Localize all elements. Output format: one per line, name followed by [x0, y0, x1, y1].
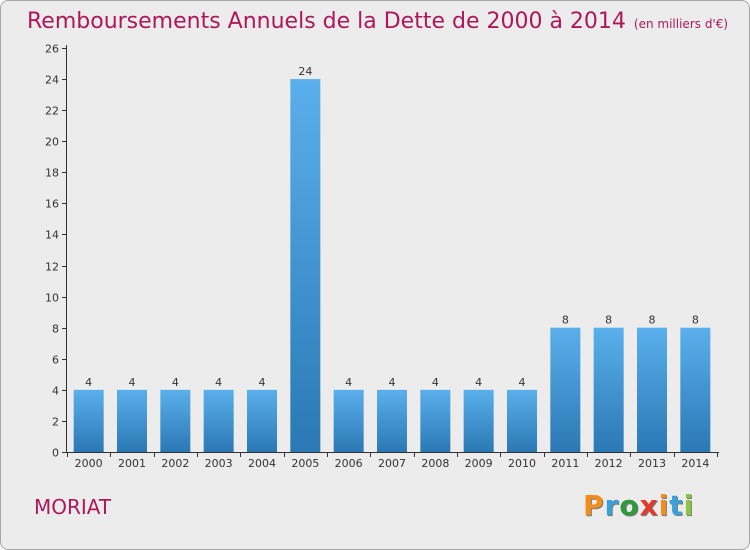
logo-letter: i: [683, 489, 695, 522]
logo-letter: o: [619, 489, 640, 522]
data-label: 8: [649, 314, 656, 327]
data-label: 4: [345, 376, 352, 389]
data-label: 4: [129, 376, 136, 389]
y-tick-label: 14: [45, 229, 59, 242]
x-tick-label: 2008: [421, 457, 449, 470]
data-label: 4: [389, 376, 396, 389]
y-tick-label: 10: [45, 292, 59, 305]
chart-title: Remboursements Annuels de la Dette de 20…: [27, 9, 728, 34]
bar-2008: [420, 389, 451, 452]
bar-2009: [463, 389, 494, 452]
data-label: 8: [605, 314, 612, 327]
x-tick-label: 2000: [75, 457, 103, 470]
logo-letter: t: [669, 489, 684, 522]
data-label: 4: [519, 376, 526, 389]
chart-labels: 2000 4 2001 4 2002 4 2003 4 2004 4 2005 24 2006 4 2007…: [75, 65, 710, 470]
y-tick-label: 0: [52, 447, 59, 460]
y-tick-label: 12: [45, 261, 59, 274]
data-label: 4: [259, 376, 266, 389]
bar-2002: [160, 389, 191, 452]
x-tick-label: 2009: [465, 457, 493, 470]
data-label: 8: [562, 314, 569, 327]
x-tick-label: 2004: [248, 457, 276, 470]
data-label: 4: [172, 376, 179, 389]
bar-2004: [247, 389, 277, 452]
x-tick-label: 2010: [508, 457, 536, 470]
y-tick-label: 20: [45, 136, 59, 149]
data-label: 24: [298, 65, 312, 78]
logo-letter: r: [604, 489, 620, 522]
chart-title-text: Remboursements Annuels de la Dette de 20…: [27, 9, 626, 34]
commune-name: MORIAT: [34, 495, 112, 519]
x-tick-label: 2011: [551, 457, 579, 470]
bar-2014: [680, 327, 711, 452]
x-tick-label: 2012: [595, 457, 623, 470]
y-tick-label: 4: [52, 385, 59, 398]
bar-2011: [550, 327, 581, 452]
x-tick-label: 2001: [118, 457, 146, 470]
chart-subtitle: (en milliers d'€): [633, 17, 729, 31]
y-tick-label: 6: [52, 354, 59, 367]
y-tick-label: 24: [45, 74, 59, 87]
bar-2003: [203, 389, 234, 452]
x-tick-label: 2003: [205, 457, 233, 470]
x-tick-label: 2002: [161, 457, 189, 470]
y-tick-label: 8: [52, 323, 59, 336]
bar-2013: [637, 327, 667, 452]
y-tick-label: 16: [45, 198, 59, 211]
bar-2010: [507, 389, 537, 452]
x-tick-label: 2014: [681, 457, 709, 470]
data-label: 4: [475, 376, 482, 389]
logo-letter: P: [583, 489, 605, 522]
data-label: 8: [692, 314, 699, 327]
x-tick-label: 2006: [335, 457, 363, 470]
x-tick-label: 2005: [291, 457, 319, 470]
data-label: 4: [432, 376, 439, 389]
y-tick-label: 18: [45, 167, 59, 180]
bar-2006: [333, 389, 364, 452]
x-tick-label: 2013: [638, 457, 666, 470]
proxiti-logo: Proxiti: [583, 489, 694, 522]
bar-2007: [377, 389, 407, 452]
logo-letter: i: [658, 489, 670, 522]
data-label: 4: [85, 376, 92, 389]
data-label: 4: [215, 376, 222, 389]
logo-letter: x: [639, 489, 659, 522]
bar-2001: [117, 389, 147, 452]
bar-2000: [73, 389, 104, 452]
y-tick-label: 26: [45, 43, 59, 56]
y-tick-label: 2: [52, 416, 59, 429]
bar-2005: [290, 79, 321, 453]
x-tick-label: 2007: [378, 457, 406, 470]
y-tick-label: 22: [45, 105, 59, 118]
chart-bars: [73, 79, 711, 453]
bar-2012: [593, 327, 624, 452]
